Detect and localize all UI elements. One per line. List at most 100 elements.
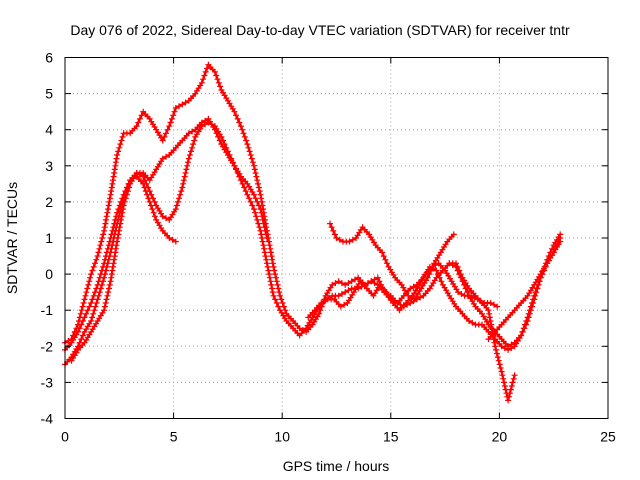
data-point [188,148,194,155]
data-point [167,119,174,126]
data-point [90,310,97,317]
data-point [263,256,270,263]
data-point [100,263,106,270]
data-point [554,242,560,249]
data-point [329,281,336,288]
data-point [260,242,267,249]
data-point [507,386,514,393]
series-track-g [305,260,501,321]
data-point [261,245,268,252]
data-point [557,235,564,241]
data-point [274,281,281,288]
data-point [531,292,538,299]
data-point [432,262,439,269]
data-point [533,285,540,292]
data-point [270,263,277,270]
data-point [92,289,98,296]
data-point [140,180,147,187]
data-point [120,191,127,198]
data-point [266,242,273,249]
data-point [269,256,276,263]
data-point [337,303,344,310]
data-point [101,307,108,314]
data-point [78,307,85,314]
data-point [268,281,275,288]
data-point [105,206,111,213]
data-point [255,180,261,187]
data-point [258,235,265,241]
data-point [86,278,93,285]
data-point [101,303,108,310]
data-point [88,300,95,306]
data-point [498,368,505,375]
data-point [279,300,286,306]
data-point [532,289,539,296]
data-point [125,180,132,187]
data-point [236,119,243,126]
data-point [267,249,274,256]
data-point [102,220,109,227]
data-point [90,263,97,270]
data-point [191,137,198,144]
data-point [455,289,462,296]
data-point [103,249,110,256]
data-point [163,130,169,137]
data-point [450,231,457,238]
data-point [317,307,324,314]
data-point [179,184,186,191]
data-point [183,166,190,173]
data-point [198,79,205,86]
data-point [101,224,108,231]
data-point [81,296,88,303]
data-point [141,184,148,191]
data-point [159,155,166,162]
y-tick-label: 0 [45,266,53,282]
y-tick-label: 2 [45,194,53,210]
data-point [108,231,115,238]
x-tick-label: 10 [274,429,290,445]
data-point [275,285,282,292]
data-point [237,177,244,184]
data-point [215,79,222,86]
data-point [145,195,152,202]
data-point [98,267,105,274]
data-point [79,318,86,324]
data-point [118,137,125,144]
data-point [241,133,248,140]
data-point [335,292,342,299]
data-point [282,307,289,314]
data-point [88,271,95,278]
data-point [331,231,338,238]
data-point [244,141,251,148]
x-tick-label: 15 [383,429,399,445]
data-point [550,249,557,256]
y-tick-label: 4 [45,122,53,138]
data-point [200,76,207,83]
data-point [189,128,196,135]
data-point [384,260,390,267]
data-point [525,310,532,317]
data-point [497,365,504,371]
data-point [491,339,498,346]
data-point [117,141,124,148]
data-point [239,126,246,133]
data-point [92,260,98,267]
data-point [138,112,145,119]
data-point [259,202,266,209]
data-point [494,303,501,310]
data-point [417,294,424,301]
data-point [108,274,115,281]
data-point [115,148,122,155]
data-point [254,177,261,184]
data-point [65,337,72,344]
data-point [327,220,333,227]
data-point [255,184,262,191]
data-point [92,303,99,310]
data-point [103,296,110,303]
data-point [105,202,112,209]
data-point [109,227,116,234]
data-point [116,144,123,151]
data-point [382,256,389,263]
data-point [231,162,238,169]
data-point [163,153,169,160]
